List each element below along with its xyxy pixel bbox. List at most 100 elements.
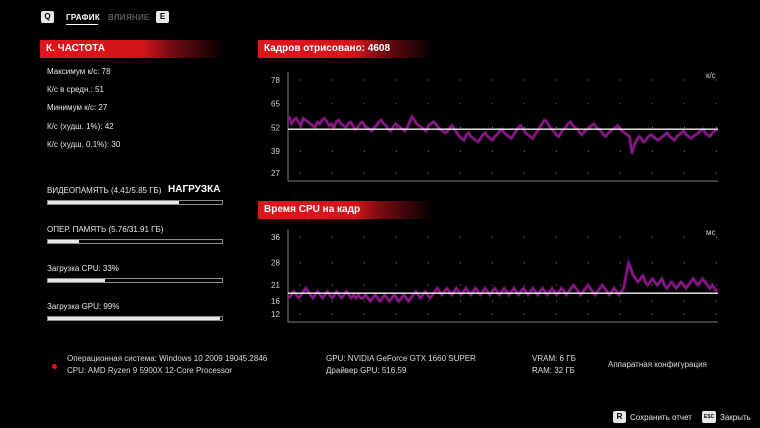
tab-graph[interactable]: ГРАФИК — [66, 13, 101, 22]
grid-dot — [620, 103, 621, 105]
grid-dot — [620, 126, 621, 128]
grid-dot — [460, 79, 461, 81]
y-tick-label: 36 — [271, 233, 280, 242]
grid-dot — [716, 262, 717, 264]
grid-dot — [652, 103, 653, 105]
grid-dot — [716, 103, 717, 105]
tab-next-key-icon[interactable]: E — [156, 11, 169, 23]
grid-dot — [684, 79, 685, 81]
y-tick-label: 78 — [271, 76, 280, 85]
fps-chart: 78 65 52 39 27 к/с — [271, 71, 719, 182]
grid-dot — [428, 150, 429, 152]
y-tick-label: 52 — [271, 123, 280, 132]
grid-dot — [332, 300, 333, 302]
grid-dot — [300, 300, 301, 302]
grid-dot — [460, 284, 461, 286]
vram-info: VRAM: 6 ГБ — [532, 354, 576, 363]
fps-section-header: К. ЧАСТОТА — [40, 40, 225, 58]
grid-dot — [492, 313, 493, 315]
grid-dot — [556, 236, 557, 238]
grid-dot — [588, 262, 589, 264]
grid-dot — [556, 313, 557, 315]
grid-dot — [332, 262, 333, 264]
grid-dot — [364, 103, 365, 105]
grid-dot — [396, 126, 397, 128]
grid-dot — [556, 126, 557, 128]
fps-1pct-stat: К/с (худш. 1%): 42 — [47, 122, 114, 131]
fps-avg-stat: К/с в средн.: 51 — [47, 85, 104, 94]
grid-dot — [524, 150, 525, 152]
grid-dot — [300, 103, 301, 105]
tab-prev-key-icon[interactable]: Q — [41, 11, 54, 23]
grid-dot — [684, 150, 685, 152]
ram-meter — [47, 239, 223, 244]
active-tab-underline — [66, 24, 98, 25]
save-report-button[interactable]: Сохранить отчет — [630, 413, 692, 422]
close-button[interactable]: Закрыть — [720, 413, 751, 422]
grid-dot — [460, 313, 461, 315]
grid-dot — [524, 172, 525, 174]
grid-dot — [396, 313, 397, 315]
grid-dot — [716, 126, 717, 128]
gpu-load-meter — [47, 316, 223, 321]
grid-dot — [428, 284, 429, 286]
grid-dot — [652, 284, 653, 286]
grid-dot — [428, 103, 429, 105]
grid-dot — [716, 79, 717, 81]
grid-dot — [428, 262, 429, 264]
grid-dot — [588, 172, 589, 174]
os-info: Операционная система: Windows 10 2009 19… — [67, 354, 268, 363]
grid-dot — [524, 236, 525, 238]
cpu-time-chart-header: Время CPU на кадр — [258, 201, 433, 219]
grid-dot — [716, 313, 717, 315]
grid-dot — [364, 284, 365, 286]
hardware-config-link[interactable]: Аппаратная конфигурация — [608, 360, 707, 369]
grid-dot — [460, 262, 461, 264]
save-key-icon[interactable]: R — [613, 411, 626, 423]
vram-label: ВИДЕОПАМЯТЬ (4.41/5.85 ГБ) — [47, 186, 162, 195]
y-tick-label: 27 — [271, 169, 280, 178]
grid-dot — [492, 262, 493, 264]
gpu-info: GPU: NVIDIA GeForce GTX 1660 SUPER — [326, 354, 476, 363]
grid-dot — [556, 262, 557, 264]
grid-dot — [652, 300, 653, 302]
grid-dot — [524, 262, 525, 264]
grid-dot — [460, 126, 461, 128]
grid-dot — [652, 126, 653, 128]
grid-dot — [460, 236, 461, 238]
close-key-icon[interactable]: ESC — [702, 411, 716, 423]
cpu-load-meter — [47, 278, 223, 283]
gpu-load-label: Загрузка GPU: 99% — [47, 302, 120, 311]
vram-meter — [47, 200, 223, 205]
grid-dot — [364, 172, 365, 174]
driver-info: Драйвер GPU: 516.59 — [326, 366, 407, 375]
fps-min-stat: Минимум к/с: 27 — [47, 103, 108, 112]
grid-dot — [524, 313, 525, 315]
y-tick-label: 39 — [271, 147, 280, 156]
grid-dot — [492, 79, 493, 81]
grid-dot — [716, 172, 717, 174]
grid-dot — [332, 172, 333, 174]
grid-dot — [588, 79, 589, 81]
grid-dot — [300, 313, 301, 315]
fps-01pct-stat: К/с (худш. 0.1%): 30 — [47, 140, 121, 149]
ram-info: RAM: 32 ГБ — [532, 366, 575, 375]
grid-dot — [620, 150, 621, 152]
grid-dot — [652, 313, 653, 315]
grid-dot — [332, 103, 333, 105]
grid-dot — [364, 262, 365, 264]
grid-dot — [684, 126, 685, 128]
cpu-load-label: Загрузка CPU: 33% — [47, 264, 119, 273]
grid-dot — [428, 79, 429, 81]
grid-dot — [620, 284, 621, 286]
fps-section-title: К. ЧАСТОТА — [46, 43, 105, 54]
grid-dot — [300, 284, 301, 286]
tab-impact[interactable]: ВЛИЯНИЕ — [108, 13, 150, 22]
grid-dot — [620, 236, 621, 238]
grid-dot — [396, 172, 397, 174]
grid-dot — [364, 300, 365, 302]
grid-dot — [716, 284, 717, 286]
series-band — [287, 112, 719, 154]
series-line — [288, 261, 718, 303]
grid-dot — [492, 172, 493, 174]
